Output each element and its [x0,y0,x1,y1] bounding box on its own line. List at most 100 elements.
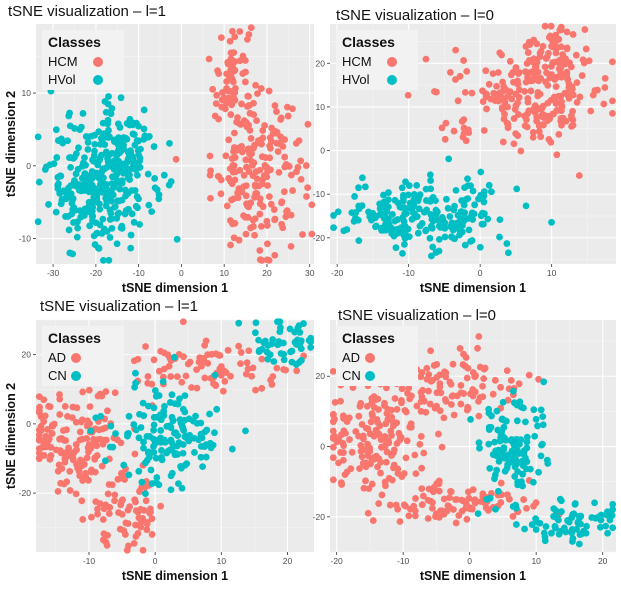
point-hcm [271,216,279,224]
point-cn [523,433,531,441]
point-hcm [257,222,265,230]
point-hcm [534,68,542,76]
point-ad [258,384,266,392]
point-cn [520,447,528,454]
point-cn [174,400,182,408]
point-ad [221,377,229,385]
point-ad [143,520,151,528]
point-ad [359,432,367,440]
point-ad [217,371,225,379]
point-ad [178,378,186,386]
point-cn [564,517,572,524]
point-hcm [302,162,310,169]
chart-panel-3: tSNE visualization – l=1 -10 0 10 20 -20 0 20 tS… [4,298,315,583]
point-hcm [575,172,583,179]
point-ad [201,374,209,382]
point-hvol [126,155,134,162]
point-hcm [553,151,561,159]
point-hvol [73,233,81,241]
point-hcm [550,93,558,101]
point-cn [541,533,549,541]
legend-label-hcm: HCM [48,54,78,69]
point-cn [609,524,617,532]
point-hcm [544,81,552,89]
point-ad [404,389,411,397]
point-hvol [427,177,435,184]
point-hvol [513,185,521,193]
point-ad [525,371,533,379]
point-hvol [485,181,493,189]
point-hcm [249,216,257,224]
point-hvol [477,168,485,176]
point-ad [476,363,484,371]
point-ad [212,382,220,390]
point-ad [59,449,67,457]
point-hcm [556,26,564,34]
point-hcm [264,182,271,189]
point-ad [111,491,119,499]
point-ad [173,373,181,381]
point-ad [66,467,74,475]
point-hcm [601,84,609,91]
point-hcm [215,70,223,77]
point-hvol [114,120,122,128]
point-cn [132,426,140,434]
point-ad [364,509,372,517]
point-hvol [100,225,108,233]
point-ad [126,503,134,511]
point-hcm [260,172,268,180]
point-ad [64,452,72,460]
point-hcm [498,51,505,59]
point-hvol [88,168,96,175]
point-ad [375,455,383,463]
point-ad [41,412,49,420]
point-cn [609,500,617,508]
point-hcm [535,128,543,135]
point-hvol [127,231,135,239]
point-hcm [489,70,497,78]
point-cn [514,478,522,486]
point-hcm [460,57,467,64]
point-cn [502,436,510,444]
point-hvol [484,215,492,223]
point-hcm [524,94,532,102]
point-hcm [297,175,305,183]
point-hcm [217,34,225,42]
point-ad [374,419,382,427]
point-ad [92,498,100,506]
point-ad [142,343,149,350]
point-hcm [589,91,597,99]
point-ad [143,526,151,534]
point-cn [499,398,507,406]
point-hcm [230,49,238,57]
point-hvol [447,223,455,231]
x-tick-label: -20 [331,268,344,278]
point-cn [235,319,243,327]
point-ad [38,443,46,451]
point-hcm [297,157,305,165]
point-ad [412,470,420,478]
point-ad [245,347,253,355]
point-cn [242,427,249,435]
point-hvol [52,208,60,216]
point-hvol [160,171,168,179]
point-ad [396,433,404,441]
point-cn [569,511,577,518]
point-hvol [108,163,116,171]
point-ad [406,395,414,403]
legend-title: Classes [342,34,395,50]
point-hvol [411,192,419,200]
point-hcm [494,69,502,76]
point-hcm [524,49,532,56]
point-cn [491,438,499,446]
point-ad [82,469,90,477]
point-hcm [246,109,254,117]
point-ad [40,452,48,459]
point-hcm [442,119,450,127]
point-ad [383,384,390,392]
point-hcm [587,107,595,115]
point-ad [450,411,458,419]
point-hvol [401,210,409,218]
point-hcm [452,46,460,54]
point-cn [140,444,147,452]
